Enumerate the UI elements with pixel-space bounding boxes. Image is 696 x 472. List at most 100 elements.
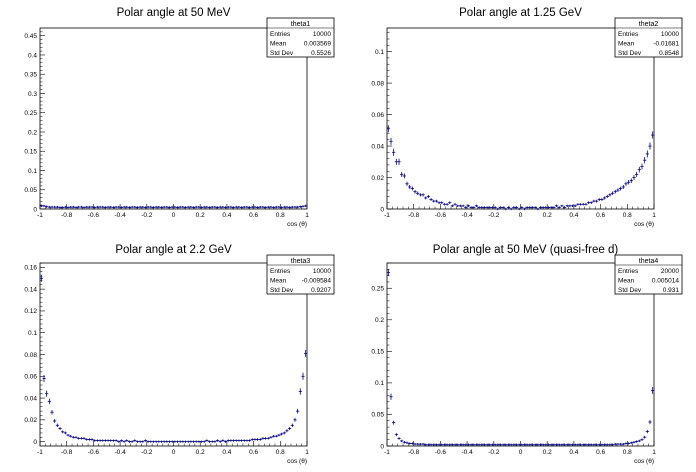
x-tick-label: -0.4 xyxy=(461,449,473,456)
pad-2: Polar angle at 1.25 GeV -1 -0.8 -0.6 -0.4 -0.… xyxy=(371,7,683,228)
x-tick-label: 0.8 xyxy=(276,449,285,456)
data-point xyxy=(621,442,625,446)
data-point xyxy=(45,390,49,397)
stats-key: Entries xyxy=(618,31,639,38)
x-tick-label: 1 xyxy=(652,449,656,456)
data-point xyxy=(141,440,145,443)
data-point xyxy=(205,439,209,442)
plot-frame xyxy=(386,27,655,210)
y-tick-label: 0.16 xyxy=(24,265,37,272)
data-point xyxy=(61,206,65,209)
x-tick-label: -1 xyxy=(384,449,390,456)
data-point xyxy=(296,408,300,414)
data-point xyxy=(397,437,401,440)
x-tick-label: 0 xyxy=(519,449,523,456)
y-tick-label: 0.15 xyxy=(371,349,384,356)
data-point xyxy=(651,387,655,394)
stats-value: 20000 xyxy=(661,268,679,275)
data-point xyxy=(247,439,252,442)
x-tick-label: 0.4 xyxy=(569,212,578,219)
data-point xyxy=(394,433,398,437)
pad-3: Polar angle at 2.2 GeV -1 -0.8 -0.6 -0.4 -0.2… xyxy=(24,244,335,465)
x-tick-label: 1 xyxy=(305,212,309,219)
y-tick-label: 0.12 xyxy=(24,308,37,315)
data-point xyxy=(629,178,633,183)
data-point xyxy=(627,180,631,185)
stats-box-frame xyxy=(614,17,683,58)
stats-box-frame xyxy=(266,254,335,295)
data-point xyxy=(413,189,417,194)
data-point xyxy=(408,184,412,189)
data-point xyxy=(53,419,57,423)
stats-key: Mean xyxy=(270,278,287,285)
data-point xyxy=(55,423,59,428)
data-point xyxy=(651,131,655,139)
data-point xyxy=(405,441,409,445)
data-point xyxy=(520,206,524,209)
data-point xyxy=(213,440,217,443)
x-tick-label: 0.4 xyxy=(222,212,231,219)
data-point xyxy=(114,439,118,442)
y-tick-label: 0.1 xyxy=(375,380,384,387)
data-point xyxy=(554,204,559,208)
data-point xyxy=(405,181,409,186)
data-point xyxy=(514,206,519,209)
data-point xyxy=(133,439,137,442)
y-tick-label: 0.08 xyxy=(371,80,384,87)
data-point xyxy=(648,419,652,425)
x-tick-label: -0.8 xyxy=(408,212,420,219)
y-tick-label: 0.06 xyxy=(371,112,384,119)
y-tick-label: 0.2 xyxy=(375,317,384,324)
stats-key: Mean xyxy=(270,41,287,48)
stats-value: 0.5526 xyxy=(311,50,331,57)
stats-value: 0.931 xyxy=(663,287,680,294)
data-point xyxy=(448,201,452,204)
x-tick-label: -0.2 xyxy=(488,212,500,219)
data-point xyxy=(533,206,537,209)
x-tick-label: -0.4 xyxy=(114,449,126,456)
data-point xyxy=(643,435,647,439)
data-point xyxy=(643,157,647,164)
x-tick-label: 1 xyxy=(305,449,309,456)
stats-value: 10000 xyxy=(313,268,331,275)
data-point xyxy=(536,207,540,211)
y-tick-label: 0 xyxy=(380,443,384,450)
data-point xyxy=(464,206,468,209)
data-point xyxy=(402,441,406,444)
data-point xyxy=(560,204,564,208)
x-tick-label: -0.8 xyxy=(61,212,73,219)
y-tick-label: 0.35 xyxy=(24,72,37,79)
x-tick-label: -0.8 xyxy=(408,449,420,456)
data-point xyxy=(402,173,406,179)
y-tick-label: 0.08 xyxy=(24,352,37,359)
data-point xyxy=(616,188,620,192)
x-tick-label: -0.2 xyxy=(141,212,153,219)
stats-value: 0.005014 xyxy=(652,278,679,285)
x-tick-label: -0.8 xyxy=(61,449,73,456)
x-tick-label: -0.2 xyxy=(141,449,153,456)
data-point xyxy=(648,142,652,150)
data-point xyxy=(82,437,86,440)
data-point xyxy=(584,203,588,206)
data-point xyxy=(504,207,508,211)
stats-name: theta2 xyxy=(639,21,659,28)
data-point xyxy=(589,201,593,204)
data-point xyxy=(400,171,404,177)
data-point xyxy=(632,441,636,444)
data-point xyxy=(594,199,599,203)
y-tick-label: 0.02 xyxy=(24,417,37,424)
data-point xyxy=(611,191,615,195)
x-axis-title: cos (θ) xyxy=(634,221,654,228)
x-tick-label: -0.6 xyxy=(88,449,100,456)
chart-title: Polar angle at 1.25 GeV xyxy=(459,7,582,19)
stats-value: 10000 xyxy=(313,31,331,38)
data-point xyxy=(632,175,636,180)
x-tick-label: -0.2 xyxy=(488,449,500,456)
data-point xyxy=(42,204,46,208)
data-point xyxy=(119,439,124,442)
data-point xyxy=(392,420,396,425)
x-tick-label: -1 xyxy=(37,212,43,219)
